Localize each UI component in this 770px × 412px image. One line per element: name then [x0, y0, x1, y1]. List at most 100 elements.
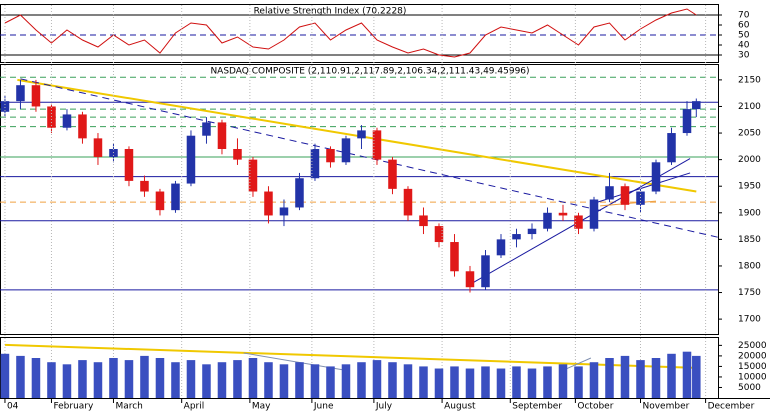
- x-tick-label: March: [115, 402, 142, 412]
- candle-body: [186, 135, 196, 184]
- candle-body: [248, 159, 258, 192]
- price-panel: [0, 64, 719, 335]
- y-tick-label: 15000: [738, 362, 767, 372]
- volume-bar: [543, 366, 552, 398]
- y-tick-label: 2000: [738, 155, 761, 165]
- candle-body: [419, 215, 428, 227]
- candle-body: [481, 255, 490, 288]
- candle-body: [574, 215, 583, 229]
- y-tick-label: 50: [738, 31, 750, 41]
- candle-body: [233, 148, 242, 160]
- volume-bar: [171, 362, 180, 398]
- candle-body: [589, 199, 599, 229]
- volume-bar: [589, 362, 599, 398]
- x-tick-label: April: [184, 402, 205, 412]
- candle-body: [357, 130, 366, 139]
- candle-body: [16, 85, 25, 102]
- volume-bar: [279, 364, 289, 398]
- candle-body: [496, 239, 506, 256]
- candle-body: [450, 242, 459, 272]
- volume-bar: [109, 358, 118, 398]
- volume-bar: [155, 358, 165, 398]
- volume-bar: [124, 360, 134, 398]
- volume-bar: [140, 355, 149, 398]
- candle-body: [155, 191, 165, 211]
- x-tick-label: December: [708, 402, 755, 412]
- volume-bar: [527, 368, 537, 398]
- candle-body: [326, 148, 335, 163]
- y-tick-label: 70: [738, 11, 750, 21]
- y-tick-label: 10000: [738, 372, 767, 382]
- x-tick-label: June: [313, 402, 334, 412]
- volume-bar: [620, 355, 630, 398]
- candle-body: [403, 188, 413, 216]
- trend-line: [4, 343, 697, 369]
- candle-body: [171, 183, 180, 211]
- volume-bar: [574, 366, 583, 398]
- y-tick-label: 30: [738, 51, 750, 61]
- volume-bar: [310, 364, 320, 398]
- volume-bar: [419, 366, 428, 398]
- x-tick-label: August: [444, 402, 476, 412]
- candle-body: [279, 207, 289, 216]
- volume-bar: [651, 358, 661, 398]
- candle-body: [651, 162, 661, 192]
- volume-bar: [248, 358, 258, 398]
- volume-bar: [372, 360, 382, 398]
- x-tick-label: September: [512, 402, 562, 412]
- y-tick-label: 2150: [738, 75, 761, 85]
- y-tick-label: 40: [738, 41, 750, 51]
- candle-body: [47, 106, 56, 128]
- y-tick-label: 2050: [738, 129, 761, 139]
- candle-body: [527, 228, 537, 235]
- y-tick-label: 2100: [738, 102, 761, 112]
- x-tick-label: July: [375, 402, 393, 412]
- volume-bar: [93, 362, 103, 398]
- volume-bar: [47, 362, 56, 398]
- candle-body: [31, 85, 41, 107]
- volume-bar: [217, 362, 227, 398]
- rsi-panel: [0, 4, 719, 63]
- volume-bar: [403, 364, 413, 398]
- volume-bar: [496, 368, 506, 398]
- y-tick-label: 20000: [738, 351, 767, 361]
- volume-bar: [450, 366, 459, 398]
- x-tick-label: May: [252, 402, 271, 412]
- x-tick-label: February: [53, 402, 94, 412]
- volume-bar: [233, 360, 242, 398]
- volume-bar: [434, 368, 444, 398]
- volume-bar: [357, 362, 366, 398]
- candle-body: [543, 212, 552, 229]
- candle-body: [124, 148, 134, 181]
- volume-bar: [605, 358, 614, 398]
- candle-body: [202, 122, 211, 136]
- panel-title: Relative Strength Index (70.2228): [254, 7, 407, 17]
- rsi-line: [4, 8, 697, 58]
- volume-bar: [62, 364, 72, 398]
- y-tick-label: 5000: [738, 383, 761, 393]
- candle-body: [0, 101, 10, 112]
- candle-body: [434, 226, 444, 243]
- x-tick-label: 04: [7, 402, 19, 412]
- candle-body: [93, 138, 103, 157]
- volume-bar: [78, 360, 87, 398]
- candle-body: [372, 130, 382, 160]
- candle-body: [388, 159, 397, 189]
- x-tick-label: October: [577, 402, 613, 412]
- candle-body: [620, 186, 630, 205]
- volume-bar: [186, 360, 196, 398]
- volume-bar: [264, 362, 273, 398]
- candle-body: [558, 212, 568, 216]
- y-tick-label: 1750: [738, 288, 761, 298]
- volume-bar: [512, 366, 521, 398]
- y-tick-label: 1850: [738, 235, 761, 245]
- y-tick-label: 1900: [738, 208, 761, 218]
- volume-bar: [341, 364, 351, 398]
- volume-bar: [667, 353, 676, 398]
- panel-title: NASDAQ COMPOSITE (2,110.91,2,117.89,2,10…: [210, 67, 529, 77]
- volume-bar: [465, 368, 475, 398]
- candle-body: [310, 148, 320, 179]
- volume-bar: [481, 366, 490, 398]
